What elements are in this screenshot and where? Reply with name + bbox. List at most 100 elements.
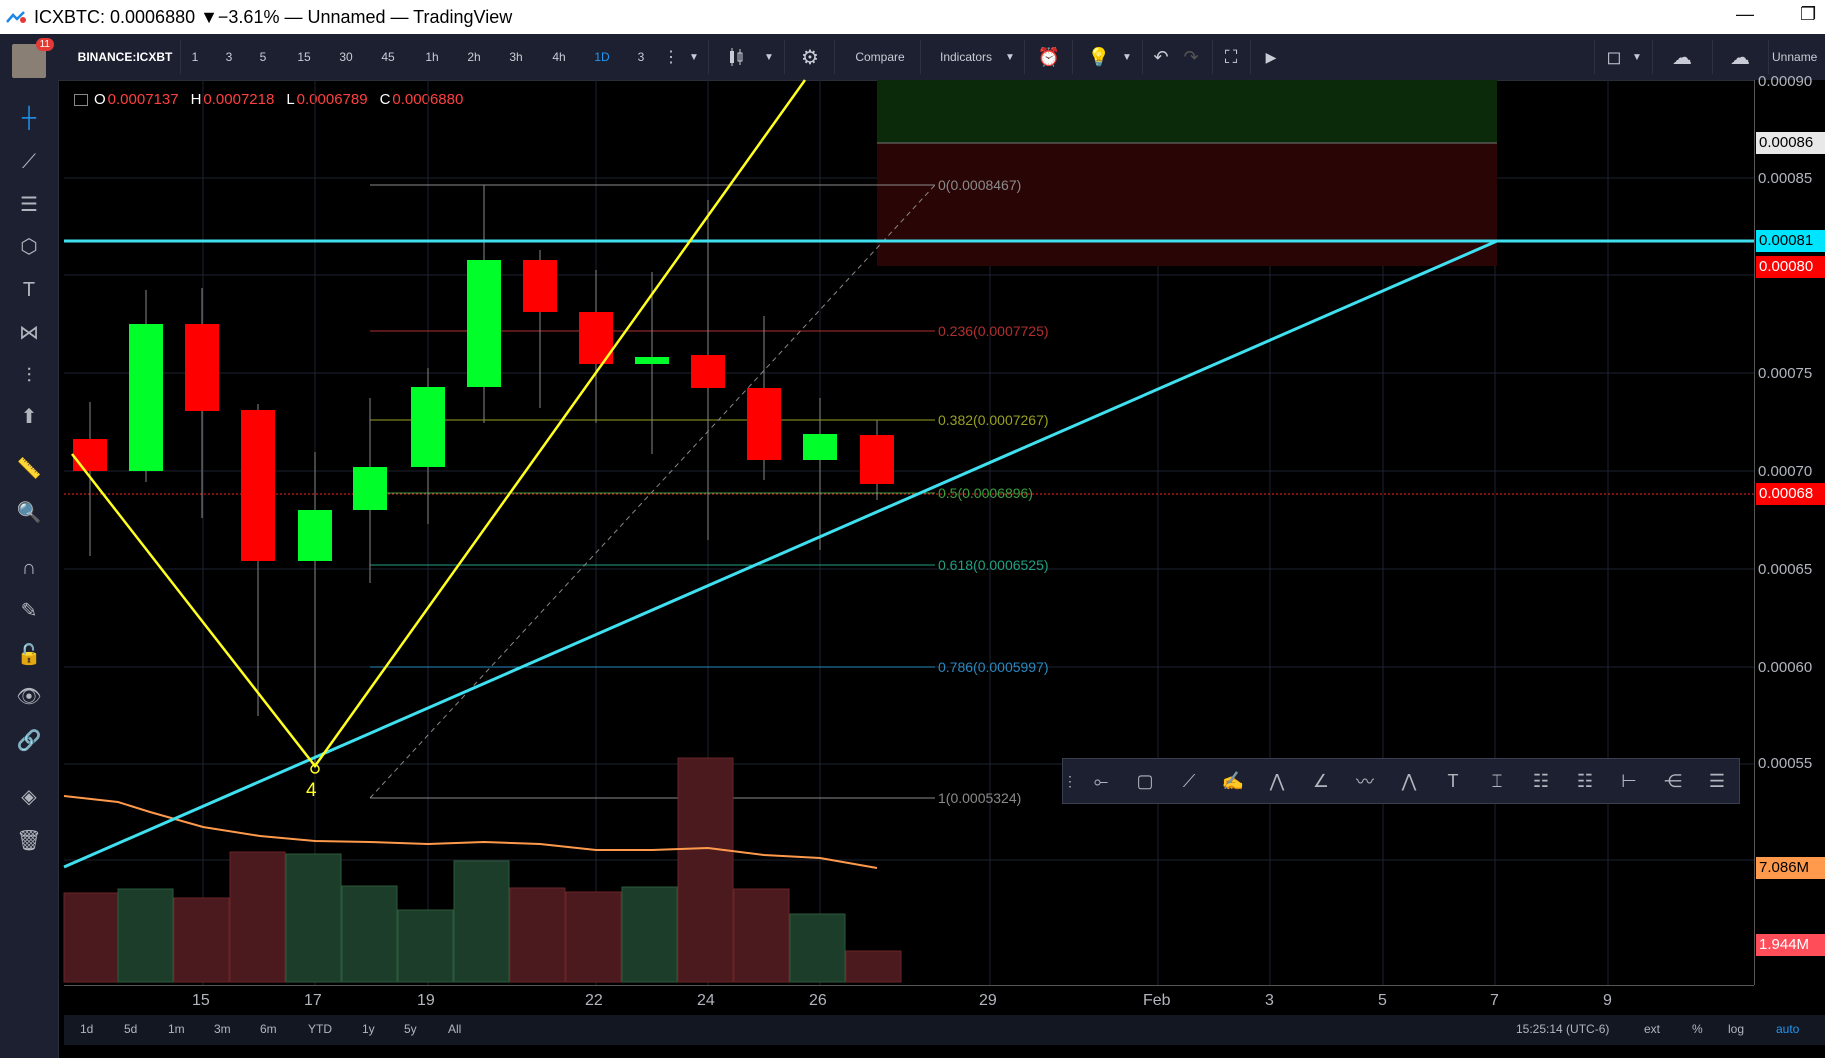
text-tool-icon[interactable]: T xyxy=(22,278,36,301)
trend-line-icon[interactable]: ⟋ xyxy=(22,150,36,173)
more-intervals-icon[interactable]: ⋮ xyxy=(663,49,679,66)
time-axis-label: 26 xyxy=(809,992,827,1009)
text-icon[interactable]: T xyxy=(1447,770,1459,791)
indicators-dropdown-icon[interactable]: ▼ xyxy=(1005,51,1015,63)
symbol-search-button[interactable]: BINANCE:ICXBT xyxy=(77,50,173,64)
chart-type-dropdown-icon[interactable]: ▼ xyxy=(764,51,774,63)
horizontal-ray-icon[interactable]: ⟜ xyxy=(1093,770,1109,791)
interval-3-custom[interactable]: 3 xyxy=(637,50,645,64)
legend-toggle-icon[interactable] xyxy=(74,94,88,106)
crosshair-icon[interactable]: ┼ xyxy=(21,106,37,129)
trash-icon[interactable]: 🗑 xyxy=(16,829,42,852)
interval-dropdown-icon[interactable]: ▼ xyxy=(689,51,699,63)
interval-3[interactable]: 3 xyxy=(225,50,233,64)
interval-15[interactable]: 15 xyxy=(297,50,311,64)
fib-fan-icon[interactable]: ⋲ xyxy=(1664,770,1682,791)
fib-channel-icon[interactable]: ☷ xyxy=(1576,770,1594,791)
candle-body xyxy=(185,324,219,411)
range-6m[interactable]: 6m xyxy=(260,1022,277,1036)
range-all[interactable]: All xyxy=(448,1022,462,1036)
toggle-percent[interactable]: % xyxy=(1692,1022,1703,1036)
layers-icon[interactable]: ◈ xyxy=(21,785,37,808)
eye-icon[interactable]: 👁 xyxy=(16,685,42,708)
line-icon[interactable]: ⟋ xyxy=(1182,770,1196,791)
undo-icon[interactable]: ↶ xyxy=(1153,46,1169,67)
range-5d[interactable]: 5d xyxy=(124,1022,138,1036)
layout-dropdown-icon[interactable]: ▼ xyxy=(1632,51,1642,63)
drag-handle-icon[interactable]: ⋮ xyxy=(1063,772,1077,789)
fib-level-0786: 0.786(0.0005997) xyxy=(938,659,1049,675)
interval-1d-active[interactable]: 1D xyxy=(594,50,610,64)
price-label-icon[interactable]: ⌶ xyxy=(1491,770,1503,791)
range-5y[interactable]: 5y xyxy=(404,1022,417,1036)
fib-levels-icon[interactable]: ☰ xyxy=(1708,770,1726,791)
date-range-icon[interactable]: ⊢ xyxy=(1621,770,1637,791)
volume-bar xyxy=(453,860,510,983)
xabcd-pattern-icon[interactable]: ⋈ xyxy=(19,321,39,344)
replay-play-icon[interactable]: ▶ xyxy=(1265,48,1277,65)
link-icon[interactable]: 🔗 xyxy=(16,729,42,752)
cloud-save-icon[interactable]: ☁ xyxy=(1730,46,1750,69)
range-1m[interactable]: 1m xyxy=(168,1022,185,1036)
interval-1[interactable]: 1 xyxy=(191,50,199,64)
restore-icon[interactable]: ❐ xyxy=(1800,4,1817,24)
lock-icon[interactable]: 🔓 xyxy=(16,643,42,666)
price-axis[interactable] xyxy=(1754,80,1825,985)
long-position-stop-zone xyxy=(877,143,1497,266)
prediction-tool-icon[interactable]: ⫶ xyxy=(26,364,32,387)
redo-icon[interactable]: ↷ xyxy=(1183,46,1199,67)
high-label: H xyxy=(190,91,202,108)
rectangle-icon[interactable]: ▢ xyxy=(1136,770,1154,791)
fib-retracement-icon[interactable]: ☰ xyxy=(20,193,38,216)
time-axis[interactable] xyxy=(64,985,1754,1016)
volume-bar xyxy=(285,853,342,983)
elliott-impulse-icon[interactable]: 〰 xyxy=(1356,772,1374,792)
brush-icon[interactable]: ✍ xyxy=(1221,770,1245,791)
time-axis-label: 24 xyxy=(697,992,715,1009)
ideas-dropdown-icon[interactable]: ▼ xyxy=(1122,51,1132,63)
candle-body xyxy=(691,355,725,388)
minimize-icon[interactable]: — xyxy=(1736,4,1754,24)
angle-icon[interactable]: ∠ xyxy=(1312,770,1330,791)
ideas-lightbulb-icon[interactable]: 💡 xyxy=(1087,46,1111,67)
interval-45[interactable]: 45 xyxy=(381,50,395,64)
range-3m[interactable]: 3m xyxy=(214,1022,231,1036)
layout-name[interactable]: Unname xyxy=(1772,50,1818,64)
fib-extension-icon[interactable]: ☷ xyxy=(1532,770,1550,791)
indicators-button[interactable]: Indicators xyxy=(939,50,993,64)
interval-1h[interactable]: 1h xyxy=(425,50,439,64)
layout-square-icon[interactable]: ◻ xyxy=(1606,46,1622,67)
fullscreen-icon[interactable]: ⛶ xyxy=(1224,46,1238,67)
toggle-ext[interactable]: ext xyxy=(1644,1022,1661,1036)
volume-bar xyxy=(229,851,286,983)
volume-bar xyxy=(789,913,846,983)
range-ytd[interactable]: YTD xyxy=(308,1022,332,1036)
zoom-icon[interactable]: 🔍 xyxy=(16,501,42,524)
avatar[interactable]: 11 xyxy=(12,38,54,78)
toggle-auto[interactable]: auto xyxy=(1776,1022,1800,1036)
compare-button[interactable]: Compare xyxy=(855,50,905,64)
elliott-correction-icon[interactable]: ⋀ xyxy=(1401,770,1417,791)
stay-drawing-pencil-icon[interactable]: ✎ xyxy=(20,599,38,622)
arrow-up-icon[interactable]: ⬆ xyxy=(20,405,38,428)
interval-5[interactable]: 5 xyxy=(259,50,267,64)
cloud-load-icon[interactable]: ☁ xyxy=(1672,46,1692,69)
elliott-wave-line xyxy=(71,79,807,769)
alert-clock-icon[interactable]: ⏰ xyxy=(1037,46,1061,67)
interval-4h[interactable]: 4h xyxy=(552,50,566,64)
range-1d[interactable]: 1d xyxy=(80,1022,94,1036)
candles-chart-type-icon[interactable] xyxy=(722,38,750,76)
pattern-tool-icon[interactable]: ⬡ xyxy=(20,235,38,258)
interval-30[interactable]: 30 xyxy=(339,50,353,64)
interval-3h[interactable]: 3h xyxy=(509,50,523,64)
ruler-icon[interactable]: 📏 xyxy=(16,457,42,480)
volume-bar xyxy=(509,887,566,983)
range-1y[interactable]: 1y xyxy=(362,1022,375,1036)
toggle-log[interactable]: log xyxy=(1728,1022,1745,1036)
abcd-pattern-icon[interactable]: ⋀ xyxy=(1269,770,1285,791)
settings-gear-icon[interactable]: ⚙ xyxy=(801,46,819,69)
magnet-icon[interactable]: ∩ xyxy=(21,556,37,579)
clock-timezone[interactable]: 15:25:14 (UTC-6) xyxy=(1516,1022,1610,1036)
interval-2h[interactable]: 2h xyxy=(467,50,481,64)
